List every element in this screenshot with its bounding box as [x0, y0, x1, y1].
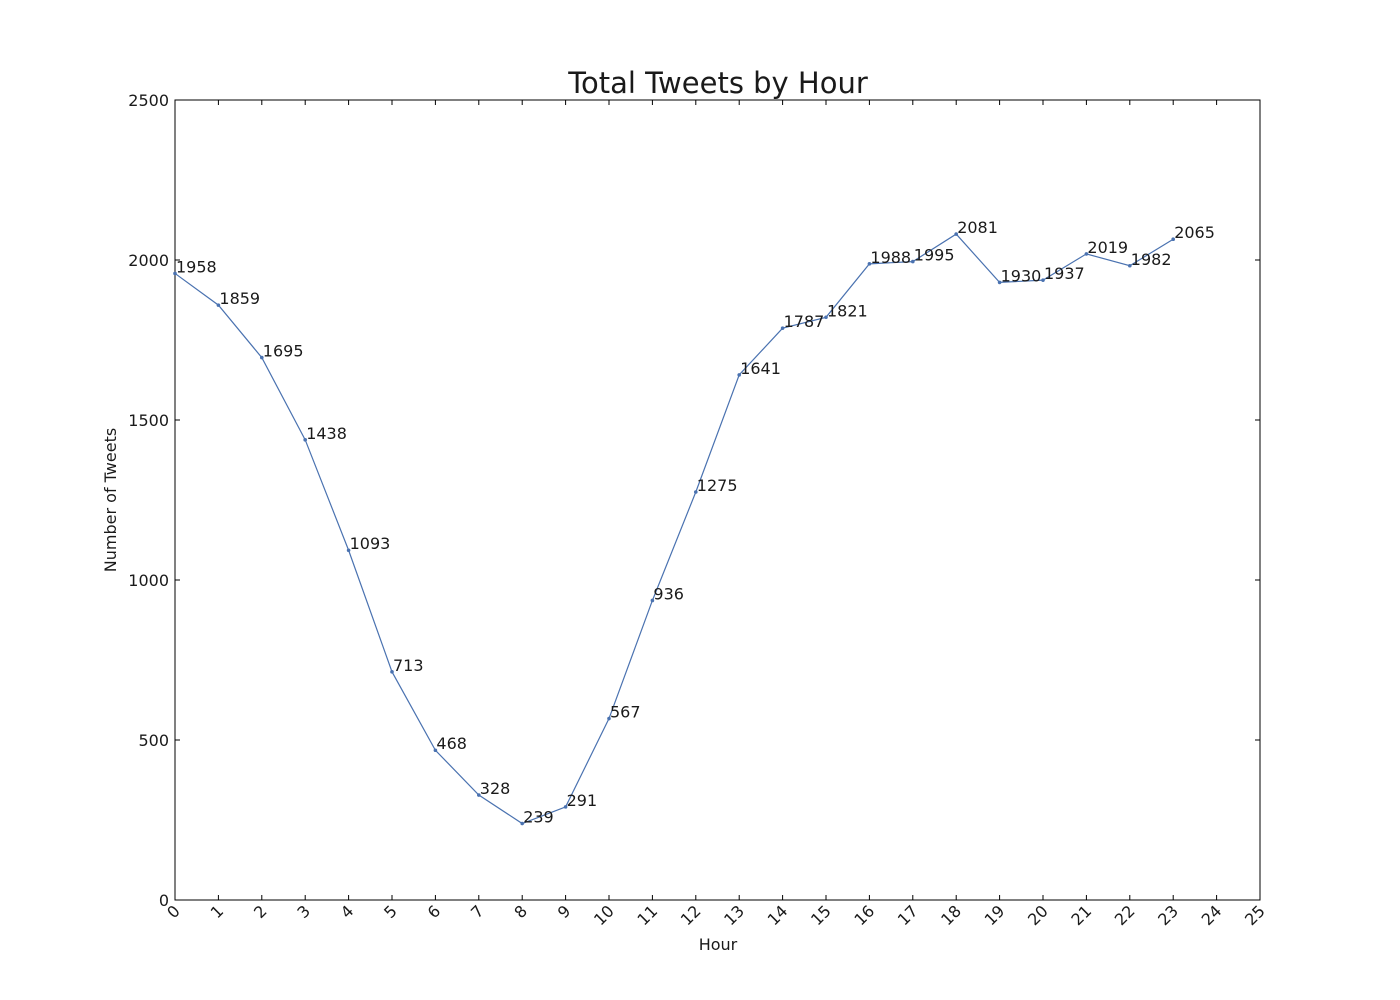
x-tick-label: 12	[677, 901, 705, 929]
x-tick-label: 4	[337, 901, 358, 922]
data-label: 1937	[1044, 264, 1085, 283]
y-axis: 0 500 1000 1500 2000 2500	[128, 91, 1260, 910]
data-label: 713	[393, 656, 424, 675]
data-label: 1695	[263, 342, 304, 361]
x-tick-label: 11	[633, 901, 661, 929]
data-label: 239	[523, 808, 554, 827]
x-tick-label: 5	[380, 901, 401, 922]
x-tick-label: 13	[720, 901, 748, 929]
data-point	[260, 355, 264, 360]
data-label: 1438	[306, 424, 347, 443]
data-point	[650, 598, 655, 603]
data-point	[216, 303, 221, 307]
data-point	[390, 670, 394, 674]
data-label: 2065	[1174, 223, 1215, 242]
x-tick-label: 16	[850, 901, 878, 929]
data-point	[780, 326, 785, 330]
data-point	[954, 232, 958, 236]
data-label: 2081	[957, 218, 998, 237]
x-tick-label: 25	[1241, 901, 1269, 929]
data-label: 567	[610, 703, 641, 722]
x-tick-label: 19	[981, 901, 1009, 929]
x-axis: 0 1 2 3 4 5 6 7 8 9 10 11 12 13 14 15 16 17 18 19 20 21 22 23 24…	[163, 100, 1269, 929]
data-label: 1641	[740, 359, 781, 378]
series-line	[174, 233, 1174, 825]
y-axis-label: Number of Tweets	[101, 428, 120, 572]
x-tick-label: 3	[293, 901, 314, 922]
x-tick-label: 17	[894, 901, 922, 929]
data-label: 1982	[1131, 250, 1172, 269]
data-point	[1128, 263, 1132, 268]
data-label: 1988	[870, 248, 911, 267]
x-tick-label: 21	[1067, 901, 1095, 929]
data-point	[173, 271, 177, 276]
data-label: 328	[480, 779, 511, 798]
data-point	[694, 490, 698, 494]
x-tick-label: 6	[424, 901, 445, 922]
data-label: 1093	[350, 534, 391, 553]
x-tick-label: 22	[1111, 901, 1139, 929]
data-point	[1171, 237, 1175, 241]
y-tick-label: 0	[159, 891, 169, 910]
series-points	[173, 232, 1175, 826]
x-tick-label: 1	[207, 901, 228, 922]
data-label: 468	[436, 734, 467, 753]
data-point	[911, 259, 915, 264]
x-tick-label: 9	[554, 901, 575, 922]
y-tick-label: 2500	[128, 91, 169, 110]
data-point	[1041, 278, 1045, 282]
x-tick-label: 2	[250, 901, 271, 922]
data-label: 936	[653, 584, 684, 603]
chart-title: Total Tweets by Hour	[567, 66, 868, 100]
plot-area	[174, 99, 1261, 901]
x-tick-label: 23	[1154, 901, 1182, 929]
data-point	[997, 280, 1002, 285]
x-tick-label: 8	[510, 901, 531, 922]
data-point	[737, 373, 741, 377]
y-tick-label: 500	[138, 731, 169, 750]
y-tick-label: 2000	[128, 251, 169, 270]
data-point	[607, 716, 611, 721]
data-label: 291	[567, 791, 598, 810]
data-label: 1995	[914, 246, 955, 265]
data-label: 1859	[219, 289, 260, 308]
data-label: 1930	[1001, 266, 1042, 285]
data-label: 1958	[176, 257, 217, 276]
y-tick-label: 1000	[128, 571, 169, 590]
data-label: 1787	[784, 312, 825, 331]
x-tick-label: 18	[937, 901, 965, 929]
x-tick-label: 14	[764, 901, 792, 929]
x-tick-label: 20	[1024, 901, 1052, 929]
x-tick-label: 10	[590, 901, 618, 929]
data-point	[1084, 252, 1089, 256]
data-label: 2019	[1087, 238, 1128, 257]
x-tick-label: 15	[807, 901, 835, 929]
x-tick-label: 7	[467, 901, 488, 922]
data-point	[303, 438, 308, 442]
data-label: 1275	[697, 476, 738, 495]
data-point	[563, 805, 568, 809]
data-label: 1821	[827, 301, 868, 320]
x-axis-label: Hour	[699, 935, 738, 954]
data-point	[346, 548, 351, 553]
data-point	[520, 821, 524, 826]
data-point	[433, 748, 438, 753]
y-tick-label: 1500	[128, 411, 169, 430]
x-tick-label: 24	[1198, 901, 1226, 929]
data-point	[477, 793, 481, 797]
data-point	[824, 315, 828, 320]
data-point	[867, 262, 872, 266]
